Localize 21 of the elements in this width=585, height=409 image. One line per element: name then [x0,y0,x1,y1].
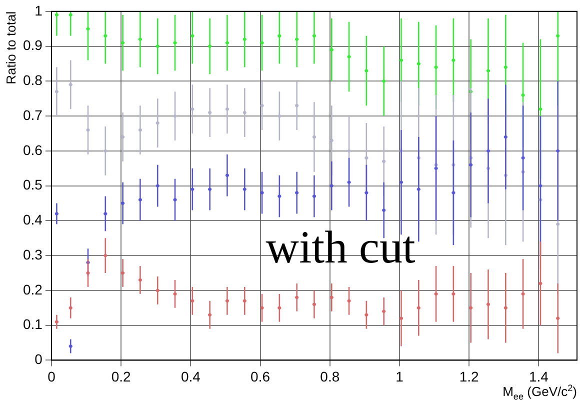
y-tick-label: 0.8 [22,72,43,88]
x-tick-label: 0.2 [111,368,132,384]
x-tick-label: 1.4 [528,368,549,384]
y-tick-label: 0.1 [22,316,43,332]
y-tick-label: 0.6 [22,142,43,158]
y-tick-label: 1 [34,2,43,18]
y-tick-label: 0.7 [22,106,43,123]
y-tick-label: 0 [34,351,43,368]
y-axis-title: Ratio to total [3,11,18,84]
x-tick-label: 1 [396,368,404,384]
x-tick-label: 0.6 [250,368,270,384]
x-tick-label: 0.8 [320,368,340,384]
y-tick-label: 0.4 [22,212,43,228]
x-tick-label: 0.4 [180,368,201,384]
y-tick-label: 0.5 [22,176,43,193]
x-tick-label: 0 [48,368,56,384]
y-tick-label: 0.9 [22,37,43,54]
y-tick-label: 0.2 [22,281,43,298]
x-tick-label: 1.2 [459,368,480,384]
annotation: with cut [266,222,416,273]
y-tick-label: 0.3 [22,246,43,262]
